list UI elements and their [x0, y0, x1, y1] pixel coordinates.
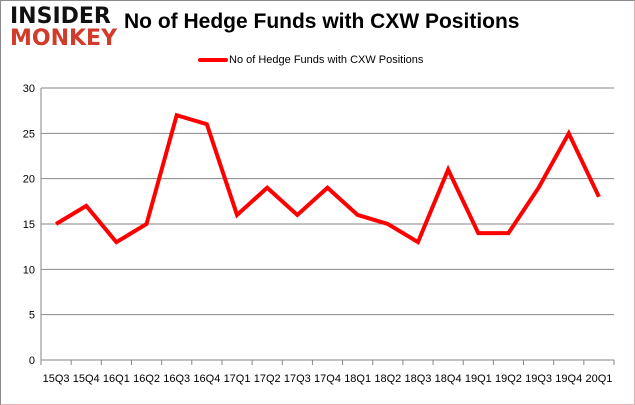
insider-monkey-logo: INSIDER MONKEY [10, 6, 117, 50]
y-tick-label: 10 [23, 264, 35, 276]
x-tick-label: 18Q1 [344, 373, 371, 385]
x-tick-label: 20Q1 [585, 373, 612, 385]
x-tick-label: 19Q1 [465, 373, 492, 385]
x-tick-label: 18Q4 [435, 373, 462, 385]
y-tick-label: 25 [23, 128, 35, 140]
x-tick-label: 19Q2 [495, 373, 522, 385]
x-tick-label: 16Q3 [163, 373, 190, 385]
legend-label: No of Hedge Funds with CXW Positions [229, 54, 424, 66]
y-tick-label: 20 [23, 174, 35, 186]
logo-line-2: MONKEY [10, 26, 118, 51]
x-tick-label: 16Q2 [133, 373, 160, 385]
y-tick-label: 5 [29, 310, 35, 322]
y-tick-label: 0 [29, 355, 35, 367]
x-tick-label: 15Q3 [43, 373, 70, 385]
x-tick-label: 19Q4 [555, 373, 582, 385]
x-tick-label: 17Q2 [254, 373, 281, 385]
x-tick-label: 15Q4 [73, 373, 100, 385]
x-tick-label: 17Q3 [284, 373, 311, 385]
legend: No of Hedge Funds with CXW Positions [198, 54, 423, 66]
x-tick-label: 19Q3 [525, 373, 552, 385]
x-tick-label: 16Q1 [103, 373, 130, 385]
x-tick-label: 16Q4 [193, 373, 220, 385]
x-tick-label: 18Q2 [374, 373, 401, 385]
y-tick-label: 30 [23, 83, 35, 95]
x-tick-label: 17Q1 [224, 373, 251, 385]
chart-title: No of Hedge Funds with CXW Positions [124, 10, 520, 33]
y-tick-label: 15 [23, 219, 35, 231]
x-tick-label: 17Q4 [314, 373, 341, 385]
legend-swatch [198, 58, 228, 62]
x-tick-label: 18Q3 [405, 373, 432, 385]
logo-line-1: INSIDER [10, 4, 111, 29]
